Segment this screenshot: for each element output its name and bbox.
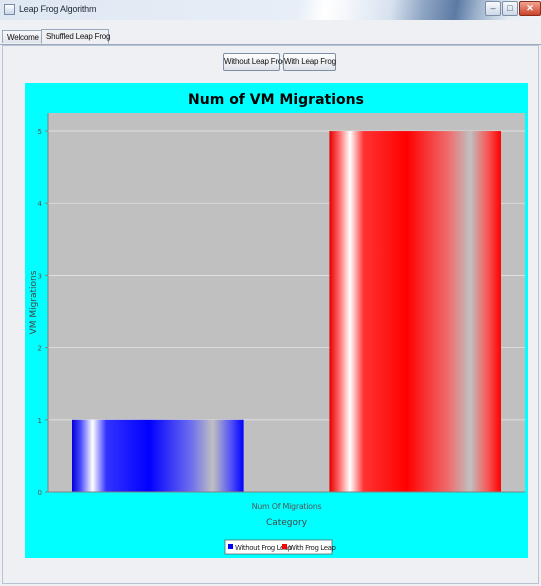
legend-box (224, 539, 333, 555)
minimize-icon[interactable]: – (485, 1, 501, 16)
x-axis-label: Category (266, 518, 308, 528)
y-tick-label: 2 (38, 345, 42, 353)
window-title: Leap Frog Algorithm (19, 4, 97, 14)
legend-item-label: With Frog Leap (289, 544, 336, 552)
chart-title: Num of VM Migrations (188, 92, 364, 108)
legend-swatch (228, 544, 233, 549)
legend-item-label: Without Frog Leap (235, 544, 293, 552)
bar-without-frog-leap (72, 419, 244, 492)
window-controls: – □ ✕ (484, 1, 541, 17)
legend-swatch (282, 544, 287, 549)
chart-panel: Num of VM Migrations 0 1 2 3 4 5 Num Of Migrati… (25, 83, 528, 558)
with-leap-frog-button[interactable]: With Leap Frog (283, 53, 336, 71)
close-icon[interactable]: ✕ (519, 1, 541, 16)
y-tick-label: 4 (38, 200, 43, 208)
tab-welcome[interactable]: Welcome (2, 30, 43, 43)
y-tick-label: 3 (38, 272, 42, 280)
bar-with-frog-leap (329, 131, 501, 493)
tab-shuffled-leap-frog[interactable]: Shuffled Leap Frog (41, 29, 111, 44)
without-leap-frog-button[interactable]: Without Leap Frog (223, 53, 287, 71)
title-bar[interactable]: Leap Frog Algorithm – □ ✕ (0, 0, 541, 20)
y-axis-label: VM Migrations (29, 270, 39, 334)
tab-strip: Welcome Shuffled Leap Frog (0, 29, 541, 45)
app-icon (4, 4, 15, 15)
category-label: Num Of Migrations (252, 502, 322, 511)
y-tick-label: 1 (38, 417, 42, 425)
y-tick-label: 5 (38, 128, 42, 136)
maximize-icon[interactable]: □ (502, 1, 518, 16)
bar-chart: Num of VM Migrations 0 1 2 3 4 5 Num Of Migrati… (29, 92, 525, 555)
y-tick-label: 0 (38, 489, 42, 497)
